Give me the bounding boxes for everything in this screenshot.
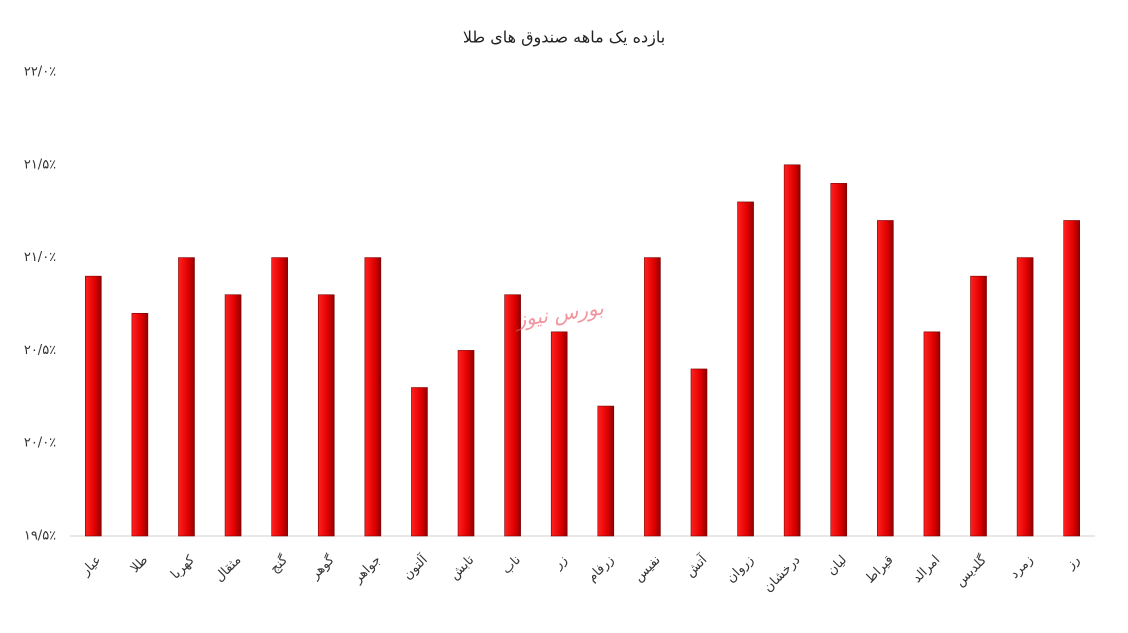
bar — [970, 275, 987, 537]
bar — [737, 201, 754, 537]
x-tick-label: زمرد — [1007, 553, 1036, 582]
bar — [923, 331, 941, 537]
x-tick-label: عیار — [78, 553, 105, 580]
y-tick-label: ۱۹/۵٪ — [24, 529, 56, 544]
x-tick-label: جواهر — [350, 553, 384, 587]
x-tick-label: تابش — [447, 552, 478, 583]
bar — [644, 257, 661, 537]
bar — [224, 294, 242, 537]
y-tick-label: ۲۰/۵٪ — [24, 343, 56, 358]
watermark: بورس نیوز — [512, 295, 606, 331]
y-tick-label: ۲۲/۰٪ — [24, 65, 56, 80]
bar — [783, 164, 801, 537]
bar — [84, 275, 102, 537]
x-tick-label: ناب — [499, 553, 524, 578]
bar — [317, 294, 335, 537]
x-tick-label: آتش — [681, 550, 711, 580]
x-tick-label: گنج — [267, 551, 292, 576]
x-tick-label: رز — [1063, 553, 1083, 573]
bar — [830, 183, 848, 537]
bar — [690, 368, 708, 537]
y-tick-label: ۲۰/۰٪ — [24, 436, 56, 451]
bar — [457, 350, 475, 537]
bar — [504, 294, 521, 537]
x-tick-label: گوهر — [306, 551, 338, 583]
x-tick-label: زر — [550, 553, 570, 573]
bar — [1016, 257, 1034, 537]
bar — [597, 405, 615, 537]
x-tick-label: لیان — [824, 553, 850, 579]
x-tick-label: طلا — [128, 553, 151, 576]
x-tick-label: قیراط — [863, 553, 897, 587]
x-tick-label: امرالد — [910, 553, 943, 586]
x-tick-label: زرفام — [585, 553, 617, 585]
bar — [411, 387, 428, 537]
x-tick-label: آلتون — [399, 550, 432, 583]
x-tick-label: نفیس — [631, 553, 663, 585]
x-tick-label: کهربا — [168, 552, 198, 582]
bar — [131, 312, 149, 537]
y-tick-label: ۲۱/۰٪ — [24, 250, 56, 265]
y-tick-label: ۲۱/۵٪ — [24, 157, 56, 172]
bar — [271, 257, 288, 537]
bar — [364, 257, 382, 537]
bar — [1063, 220, 1081, 537]
x-tick-label: زروان — [724, 553, 757, 586]
x-tick-label: گلدیس — [952, 551, 990, 589]
bar — [178, 257, 195, 537]
x-tick-label: درخشان — [761, 553, 804, 596]
x-tick-label: مثقال — [212, 553, 244, 585]
chart-title: بازده یک ماهه صندوق های طلا — [463, 28, 665, 48]
bar — [877, 220, 894, 537]
bar — [550, 331, 568, 537]
